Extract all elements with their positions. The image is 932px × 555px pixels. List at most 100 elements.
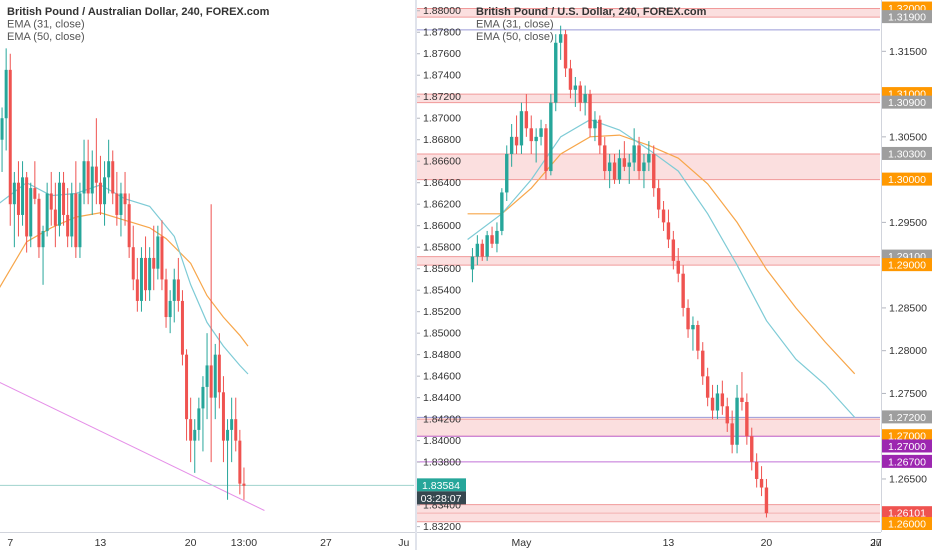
- right-price-label[interactable]: 1.26000: [888, 519, 926, 531]
- right-price-label[interactable]: 1.30000: [888, 174, 926, 186]
- right-candle[interactable]: [485, 235, 489, 257]
- right-candle[interactable]: [764, 487, 769, 514]
- left-candle[interactable]: [238, 440, 242, 484]
- right-candle[interactable]: [710, 397, 715, 411]
- left-candle[interactable]: [213, 354, 217, 398]
- right-candle[interactable]: [715, 393, 720, 411]
- right-legend-ema-fast[interactable]: EMA (31, close): [476, 19, 554, 31]
- left-candle[interactable]: [193, 429, 197, 441]
- right-price-label[interactable]: 1.26700: [888, 456, 926, 468]
- right-candle[interactable]: [470, 256, 475, 270]
- left-candle[interactable]: [107, 161, 111, 178]
- left-candle[interactable]: [144, 257, 148, 291]
- left-candle[interactable]: [29, 188, 33, 237]
- right-price-label[interactable]: 1.26101: [888, 508, 926, 520]
- left-candle[interactable]: [148, 257, 152, 291]
- right-candle[interactable]: [627, 162, 631, 167]
- left-last-price-label[interactable]: 1.83584: [422, 480, 460, 492]
- right-price-label[interactable]: 1.30900: [888, 97, 926, 109]
- right-candle[interactable]: [696, 325, 700, 351]
- right-candle[interactable]: [583, 94, 587, 103]
- right-candle[interactable]: [705, 376, 710, 398]
- left-candle[interactable]: [172, 279, 176, 301]
- right-candle[interactable]: [534, 136, 538, 142]
- right-legend-ema-slow[interactable]: EMA (50, close): [476, 31, 554, 43]
- right-candle[interactable]: [725, 406, 729, 424]
- left-candle[interactable]: [98, 182, 102, 205]
- right-candle[interactable]: [529, 128, 533, 142]
- right-candle[interactable]: [549, 102, 553, 172]
- right-candle[interactable]: [568, 68, 573, 90]
- left-candle[interactable]: [152, 257, 156, 269]
- right-candle[interactable]: [603, 145, 607, 172]
- left-price-axis[interactable]: 1.88000 1.87800 1.87600 1.87400 1.87200 1.870…: [416, 5, 466, 533]
- left-candle[interactable]: [21, 177, 25, 215]
- left-candle[interactable]: [160, 236, 164, 280]
- right-candle[interactable]: [691, 325, 695, 330]
- right-candle[interactable]: [588, 94, 592, 129]
- left-candle[interactable]: [86, 161, 90, 194]
- right-candle[interactable]: [505, 153, 509, 193]
- left-candle[interactable]: [74, 193, 78, 248]
- right-price-label[interactable]: 1.30300: [888, 148, 926, 160]
- right-candle[interactable]: [671, 239, 676, 261]
- right-price-label[interactable]: 1.29000: [888, 260, 926, 272]
- left-candle[interactable]: [4, 69, 8, 119]
- pane-divider[interactable]: [415, 0, 417, 550]
- right-candle[interactable]: [676, 260, 680, 274]
- right-candle[interactable]: [681, 273, 685, 308]
- left-candle[interactable]: [135, 279, 139, 301]
- left-candle[interactable]: [189, 419, 193, 441]
- left-time-axis[interactable]: 7 13 20 13:00 27 Ju: [7, 537, 409, 549]
- right-candle[interactable]: [607, 162, 612, 172]
- right-candle[interactable]: [563, 34, 568, 69]
- right-price-label[interactable]: 1.31900: [888, 12, 926, 24]
- right-candle[interactable]: [475, 243, 480, 257]
- left-candle[interactable]: [37, 198, 41, 248]
- left-candle[interactable]: [221, 392, 225, 441]
- right-candle[interactable]: [490, 235, 494, 244]
- right-candle[interactable]: [558, 34, 563, 43]
- left-candle[interactable]: [176, 279, 180, 301]
- right-candle[interactable]: [495, 230, 499, 244]
- left-candle[interactable]: [12, 182, 16, 205]
- right-candle[interactable]: [720, 393, 725, 407]
- right-candle[interactable]: [573, 85, 578, 90]
- left-candle[interactable]: [62, 182, 66, 215]
- right-candle[interactable]: [500, 192, 504, 231]
- right-candle[interactable]: [539, 128, 543, 137]
- left-candle[interactable]: [70, 193, 74, 237]
- right-candle[interactable]: [656, 188, 661, 210]
- left-countdown-label[interactable]: 03:28:07: [421, 493, 462, 505]
- right-zone-rect[interactable]: [417, 419, 880, 437]
- right-price-label[interactable]: 1.27200: [888, 412, 926, 424]
- left-candle[interactable]: [53, 209, 57, 226]
- right-candle[interactable]: [642, 162, 646, 172]
- left-candle[interactable]: [226, 429, 230, 441]
- left-candle[interactable]: [119, 193, 123, 215]
- left-candle[interactable]: [82, 161, 86, 194]
- left-candle[interactable]: [111, 161, 115, 194]
- right-candle[interactable]: [519, 111, 524, 146]
- left-candle[interactable]: [205, 365, 209, 387]
- left-candle[interactable]: [139, 257, 143, 301]
- right-candle[interactable]: [622, 158, 627, 167]
- left-candle[interactable]: [123, 193, 127, 205]
- left-candle[interactable]: [234, 419, 238, 441]
- left-candle[interactable]: [156, 236, 160, 269]
- right-candle[interactable]: [612, 162, 617, 180]
- left-candle[interactable]: [131, 247, 135, 280]
- right-candle[interactable]: [554, 42, 558, 103]
- right-candle[interactable]: [652, 153, 656, 189]
- right-zone-rect[interactable]: [417, 94, 880, 103]
- left-candle[interactable]: [33, 188, 37, 199]
- right-candle[interactable]: [617, 158, 622, 180]
- left-legend-ema-slow[interactable]: EMA (50, close): [7, 31, 85, 43]
- right-candle[interactable]: [666, 222, 671, 240]
- left-candle[interactable]: [16, 182, 20, 215]
- left-candle[interactable]: [90, 166, 94, 194]
- left-candle[interactable]: [168, 300, 172, 318]
- right-price-axis[interactable]: 1.315001.310001.305001.300001.295001.290…: [882, 1, 932, 531]
- right-candle[interactable]: [661, 209, 666, 223]
